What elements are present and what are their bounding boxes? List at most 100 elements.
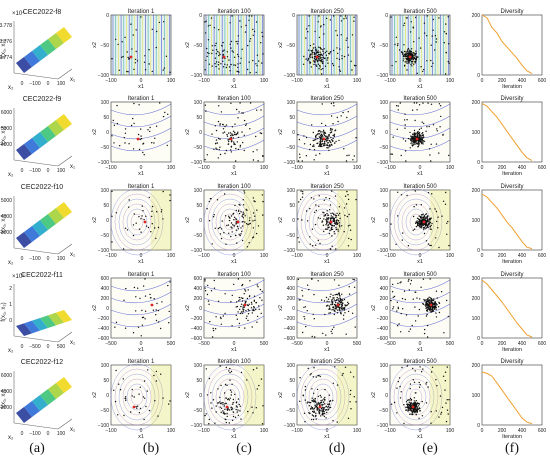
particle-point	[133, 213, 135, 215]
particle-point	[261, 35, 264, 38]
y-tick-label: 600	[194, 276, 203, 282]
particle-point	[301, 295, 304, 297]
particle-point	[413, 54, 415, 57]
particle-point	[316, 404, 318, 407]
particle-point	[345, 17, 347, 19]
particle-point	[324, 51, 327, 54]
particle-point	[319, 56, 321, 58]
particle-point	[336, 384, 339, 386]
particle-point	[149, 297, 152, 299]
x-tick-label: 0	[326, 428, 329, 434]
particle-point	[429, 299, 431, 301]
particle-point	[318, 145, 320, 147]
particle-point	[333, 299, 335, 301]
y-tick-label: 0	[385, 306, 388, 312]
particle-point	[327, 226, 329, 229]
particle-point	[124, 128, 127, 130]
particle-point	[315, 204, 317, 206]
particle-point	[228, 422, 230, 424]
surface-band	[56, 202, 72, 218]
plot-frame	[203, 364, 265, 426]
surface-z-tick: 6000	[1, 373, 12, 379]
particle-point	[407, 408, 410, 410]
particle-point	[235, 229, 238, 231]
particle-point	[248, 309, 250, 312]
particle-point	[317, 395, 320, 398]
diversity-y-tick: 100	[472, 316, 481, 322]
particle-point	[340, 300, 343, 302]
particle-point	[149, 126, 151, 129]
particle-point	[163, 21, 165, 23]
x-axis-label: x1	[231, 84, 237, 90]
particle-point	[329, 145, 331, 147]
contour-line	[219, 208, 241, 236]
particle-point	[401, 52, 404, 54]
particle-point	[312, 376, 314, 378]
particle-point	[421, 121, 423, 123]
surface-axis-label-x2: x₂	[8, 435, 14, 441]
x-tick-label: −100	[198, 253, 209, 259]
particle-point	[414, 410, 417, 413]
particle-point	[134, 62, 137, 64]
particle-point	[412, 402, 415, 404]
particle-point	[230, 47, 232, 49]
particle-point	[445, 23, 447, 25]
particle-point	[229, 22, 231, 24]
best-point	[129, 55, 133, 59]
particle-point	[330, 304, 332, 306]
particle-point	[148, 49, 150, 51]
particle-point	[204, 69, 206, 71]
particle-point	[430, 244, 432, 247]
particle-point	[429, 307, 432, 310]
x-tick-label: 100	[167, 253, 176, 259]
particle-point	[333, 217, 335, 220]
particle-point	[252, 227, 255, 229]
particle-point	[427, 102, 429, 104]
particle-point	[417, 143, 419, 145]
particle-point	[320, 407, 323, 410]
particle-point	[430, 299, 433, 301]
particle-point	[217, 388, 219, 390]
best-point	[222, 55, 226, 59]
particle-point	[415, 16, 417, 19]
particle-point	[142, 285, 145, 287]
particle-point	[126, 51, 128, 53]
particle-point	[315, 49, 317, 51]
particle-point	[338, 226, 341, 228]
contour-line	[296, 291, 358, 304]
particle-point	[338, 308, 341, 310]
x-tick-label: 0	[233, 78, 236, 84]
particle-point	[416, 297, 418, 299]
particle-point	[212, 329, 215, 332]
y-axis-label: x2	[371, 42, 377, 48]
particle-point	[327, 139, 329, 141]
particle-point	[311, 278, 313, 280]
particle-point	[123, 299, 125, 301]
particle-point	[328, 197, 331, 200]
particle-point	[408, 330, 410, 333]
particle-point	[420, 224, 422, 226]
y-tick-label: 100	[287, 363, 296, 369]
particle-point	[323, 199, 325, 201]
particle-point	[422, 102, 424, 104]
surface-x-tick: 0	[21, 168, 24, 174]
particle-point	[411, 324, 413, 327]
particle-point	[409, 31, 412, 33]
particle-point	[229, 43, 231, 45]
y-tick-label: 0	[199, 218, 202, 224]
particle-point	[311, 400, 313, 402]
surface-band	[40, 214, 56, 230]
particle-point	[252, 197, 255, 199]
particle-point	[157, 226, 160, 229]
particle-point	[345, 39, 347, 41]
particle-point	[162, 115, 165, 118]
contour-region	[244, 190, 264, 250]
particle-point	[332, 216, 334, 218]
particle-point	[253, 200, 255, 202]
particle-point	[163, 38, 165, 40]
particle-point	[438, 103, 441, 105]
particle-point	[401, 297, 404, 300]
particle-point	[413, 404, 415, 407]
particle-point	[230, 146, 232, 148]
